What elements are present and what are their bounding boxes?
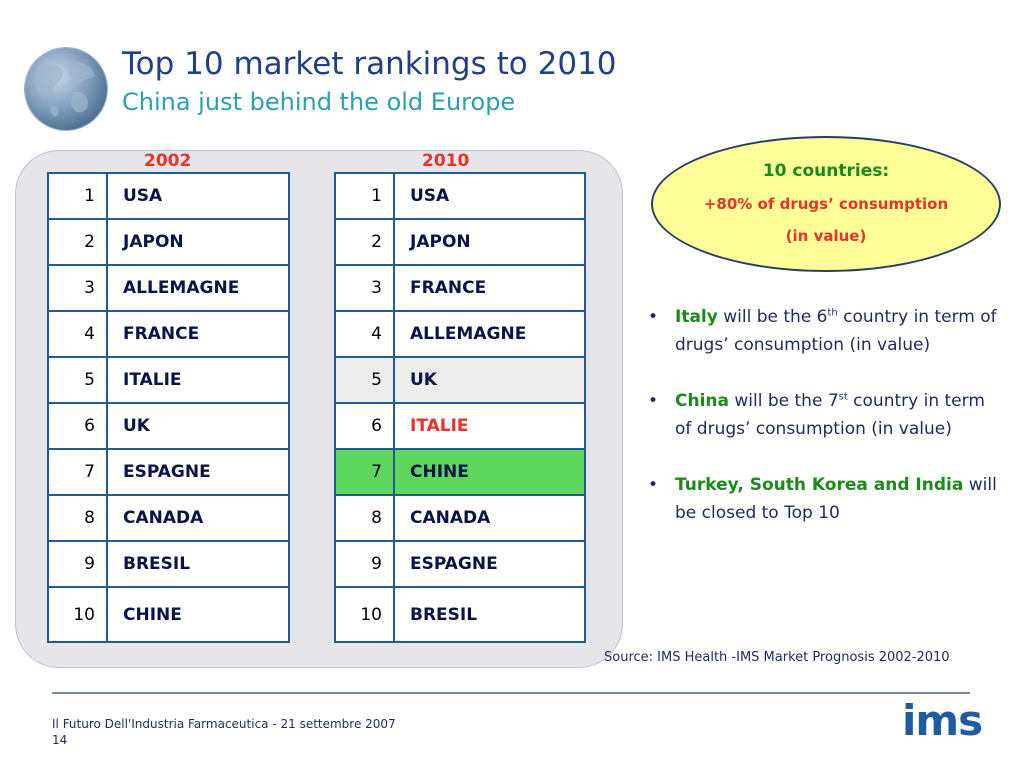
bullet-list: • Italy will be the 6th country in term … xyxy=(648,303,998,555)
table-row: 7 ESPAGNE xyxy=(47,448,290,496)
country-name: ESPAGNE xyxy=(106,448,290,496)
table-row: 8 CANADA xyxy=(47,494,290,542)
bullet-item: • China will be the 7st country in term … xyxy=(648,387,998,443)
table-row: 3 ALLEMAGNE xyxy=(47,264,290,312)
bullet-text: will be the 7 xyxy=(728,391,839,411)
bullet-bold-text: Turkey, South Korea and India xyxy=(675,475,964,495)
country-name: ESPAGNE xyxy=(393,540,586,588)
rank-number: 3 xyxy=(47,264,108,312)
table-row: 2 JAPON xyxy=(47,218,290,266)
rank-number: 10 xyxy=(47,586,108,643)
callout-line-2: (in value) xyxy=(785,227,867,245)
table-row: 10 BRESIL xyxy=(334,586,586,643)
bullet-text: will be closed to Top 10 xyxy=(675,475,997,523)
ranking-table-2002: 1 USA 2 JAPON 3 ALLEMAGNE 4 FRANCE 5 ITALIE 6… xyxy=(47,172,290,643)
country-name: UK xyxy=(393,356,586,404)
bullet-item: • Italy will be the 6th country in term … xyxy=(648,303,998,359)
country-name: UK xyxy=(106,402,290,450)
rank-number: 7 xyxy=(334,448,395,496)
country-name-highlighted: ITALIE xyxy=(393,402,586,450)
rank-number: 5 xyxy=(334,356,395,404)
table-row: 4 ALLEMAGNE xyxy=(334,310,586,358)
page-number: 14 xyxy=(52,733,68,747)
rank-number: 10 xyxy=(334,586,395,643)
rank-number: 6 xyxy=(47,402,108,450)
rank-number: 1 xyxy=(47,172,108,220)
rank-number: 7 xyxy=(47,448,108,496)
rank-number: 2 xyxy=(47,218,108,266)
rank-number: 9 xyxy=(47,540,108,588)
country-name: ITALIE xyxy=(106,356,290,404)
year-2002-label: 2002 xyxy=(144,151,192,171)
table-row: 6 UK xyxy=(47,402,290,450)
table-row: 10 CHINE xyxy=(47,586,290,643)
table-row: 4 FRANCE xyxy=(47,310,290,358)
country-name: CANADA xyxy=(393,494,586,542)
callout-line-1: +80% of drugs’ consumption xyxy=(703,195,949,213)
country-name: USA xyxy=(106,172,290,220)
table-row: 8 CANADA xyxy=(334,494,586,542)
table-row: 9 ESPAGNE xyxy=(334,540,586,588)
ims-logo: ims xyxy=(902,696,983,745)
table-row: 5 UK xyxy=(334,356,586,404)
table-row-highlighted: 7 CHINE xyxy=(334,448,586,496)
country-name: BRESIL xyxy=(393,586,586,643)
rank-number: 4 xyxy=(334,310,395,358)
table-row: 1 USA xyxy=(334,172,586,220)
bullet-bold-text: Italy xyxy=(675,307,718,327)
bullet-superscript: st xyxy=(838,391,848,403)
bullet-bold-text: China xyxy=(675,391,729,411)
bullet-item: • Turkey, South Korea and India will be … xyxy=(648,471,998,527)
country-name: JAPON xyxy=(106,218,290,266)
country-name: BRESIL xyxy=(106,540,290,588)
rank-number: 2 xyxy=(334,218,395,266)
rank-number: 3 xyxy=(334,264,395,312)
bullet-superscript: th xyxy=(827,307,838,319)
rank-number: 9 xyxy=(334,540,395,588)
country-name: CHINE xyxy=(106,586,290,643)
table-row: 3 FRANCE xyxy=(334,264,586,312)
rank-number: 8 xyxy=(334,494,395,542)
country-name: USA xyxy=(393,172,586,220)
table-row: 2 JAPON xyxy=(334,218,586,266)
rank-number: 6 xyxy=(334,402,395,450)
footer-text: Il Futuro Dell'Industria Farmaceutica - … xyxy=(52,717,396,731)
source-note: Source: IMS Health -IMS Market Prognosis… xyxy=(604,650,950,665)
table-row: 6 ITALIE xyxy=(334,402,586,450)
callout-heading: 10 countries: xyxy=(762,161,890,181)
rank-number: 4 xyxy=(47,310,108,358)
bullet-text: will be the 6 xyxy=(717,307,828,327)
country-name: ALLEMAGNE xyxy=(106,264,290,312)
bullet-text: country in term of drugs’ consumption (i… xyxy=(675,391,985,439)
callout-ellipse xyxy=(651,136,1001,272)
table-row: 9 BRESIL xyxy=(47,540,290,588)
table-row: 1 USA xyxy=(47,172,290,220)
rank-number: 8 xyxy=(47,494,108,542)
footer-divider xyxy=(52,692,970,694)
rank-number: 5 xyxy=(47,356,108,404)
rank-number: 1 xyxy=(334,172,395,220)
country-name: JAPON xyxy=(393,218,586,266)
ranking-table-2010: 1 USA 2 JAPON 3 FRANCE 4 ALLEMAGNE 5 UK 6 ITAL… xyxy=(334,172,586,643)
bullet-dot-icon: • xyxy=(648,307,659,327)
table-row: 5 ITALIE xyxy=(47,356,290,404)
country-name: CHINE xyxy=(393,448,586,496)
country-name: FRANCE xyxy=(106,310,290,358)
country-name: ALLEMAGNE xyxy=(393,310,586,358)
country-name: CANADA xyxy=(106,494,290,542)
year-2010-label: 2010 xyxy=(422,151,470,171)
country-name: FRANCE xyxy=(393,264,586,312)
slide-title: Top 10 market rankings to 2010 xyxy=(122,46,617,82)
globe-logo xyxy=(25,48,107,130)
bullet-dot-icon: • xyxy=(648,475,659,495)
slide-subtitle: China just behind the old Europe xyxy=(122,88,516,116)
bullet-text: country in term of drugs’ consumption (i… xyxy=(675,307,997,355)
bullet-dot-icon: • xyxy=(648,391,659,411)
